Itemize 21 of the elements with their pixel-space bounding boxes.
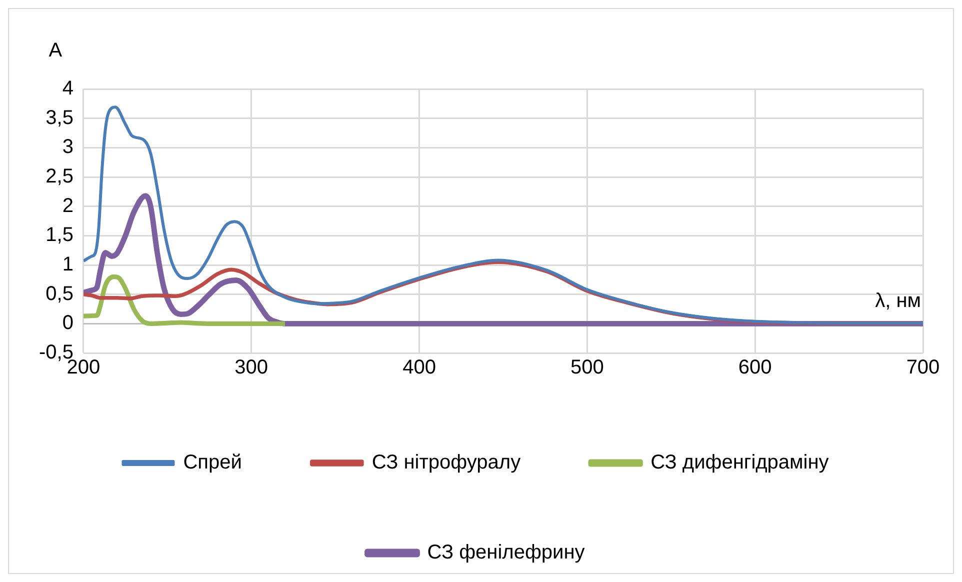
y-tick-label: 1 bbox=[62, 254, 74, 276]
y-tick-label: 4 bbox=[62, 78, 74, 100]
legend-label: СЗ фенілефрину bbox=[427, 542, 585, 564]
x-tick-label: 400 bbox=[402, 356, 436, 379]
x-tick-label: 600 bbox=[738, 356, 772, 379]
y-tick-label: 2,5 bbox=[46, 166, 74, 188]
legend-label: СЗ нітрофуралу bbox=[372, 452, 521, 474]
y-tick-label: 3,5 bbox=[46, 106, 74, 129]
y-tick-label: 2 bbox=[62, 194, 74, 217]
y-axis-title: A bbox=[48, 40, 63, 62]
x-tick-label: 300 bbox=[234, 356, 268, 379]
y-tick-label: 3 bbox=[62, 136, 74, 158]
y-tick-label: 0 bbox=[62, 312, 74, 334]
x-axis-title: λ, нм bbox=[875, 290, 921, 312]
legend-label: Спрей bbox=[183, 452, 242, 474]
x-tick-label: 700 bbox=[906, 356, 940, 379]
line-series bbox=[83, 106, 923, 325]
y-tick-label: 1,5 bbox=[46, 224, 74, 246]
legend-label: СЗ дифенгідраміну bbox=[650, 452, 829, 474]
y-tick-label: 0,5 bbox=[46, 282, 74, 305]
x-tick-label: 500 bbox=[570, 356, 604, 379]
